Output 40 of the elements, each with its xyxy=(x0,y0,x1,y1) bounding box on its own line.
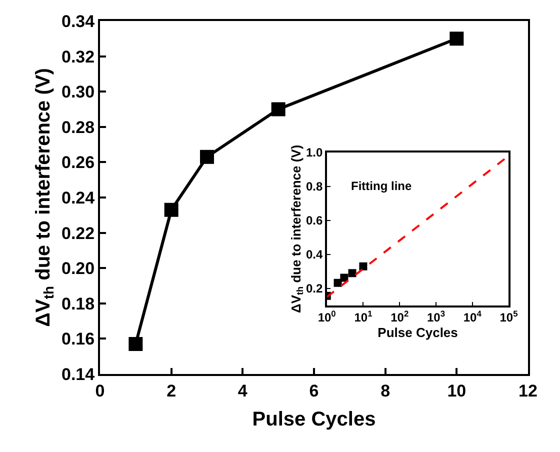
x-tick-label: 10 xyxy=(447,381,466,400)
point xyxy=(348,269,356,278)
x-tick-label: 8 xyxy=(380,381,390,400)
point xyxy=(271,102,286,116)
point xyxy=(359,262,368,270)
x-tick-label: 2 xyxy=(166,381,176,400)
y-tick-label: 0.22 xyxy=(62,224,95,243)
y-tick-label: 1.0 xyxy=(306,146,324,160)
x-tick-label: 10$^{2}$ xyxy=(390,308,409,325)
point xyxy=(340,274,348,282)
point xyxy=(450,32,464,46)
y-tick-label: 0.30 xyxy=(62,82,95,102)
x-tick-label: 10$^{3}$ xyxy=(426,308,446,325)
y-tick-label: 0.26 xyxy=(62,153,95,172)
x-tick-label: 10$^{4}$ xyxy=(463,308,482,325)
point xyxy=(128,337,143,351)
x-tick-label: 0 xyxy=(95,381,105,400)
y-tick-label: 0.32 xyxy=(62,47,95,66)
y-tick-label: 0.16 xyxy=(62,330,95,349)
x-tick-label: 10$^{5}$ xyxy=(500,308,518,325)
y-tick-label: 0.24 xyxy=(62,188,96,208)
y-tick-label: 0.34 xyxy=(62,12,96,31)
annotation: Fitting line xyxy=(351,179,412,193)
y-tick-label: 0.4 xyxy=(306,248,324,262)
x-axis-title: Pulse Cycles xyxy=(252,408,376,430)
x-axis-title: Pulse Cycles xyxy=(378,324,458,340)
x-tick-label: 10$^{1}$ xyxy=(354,308,373,325)
y-tick-label: 0.28 xyxy=(62,118,95,137)
y-tick-label: 0.8 xyxy=(306,180,324,194)
point xyxy=(200,150,214,164)
y-tick-label: 0.14 xyxy=(62,364,96,384)
x-tick-label: 10$^{0}$ xyxy=(318,308,336,325)
y-tick-label: 0.20 xyxy=(62,259,95,278)
point xyxy=(164,202,178,217)
x-tick-label: 4 xyxy=(238,381,248,400)
x-tick-label: 6 xyxy=(309,381,319,400)
y-tick-label: 0.2 xyxy=(306,282,324,296)
x-tick-label: 12 xyxy=(518,381,538,400)
y-tick-label: 0.18 xyxy=(62,294,95,314)
y-tick-label: 0.6 xyxy=(306,214,324,228)
